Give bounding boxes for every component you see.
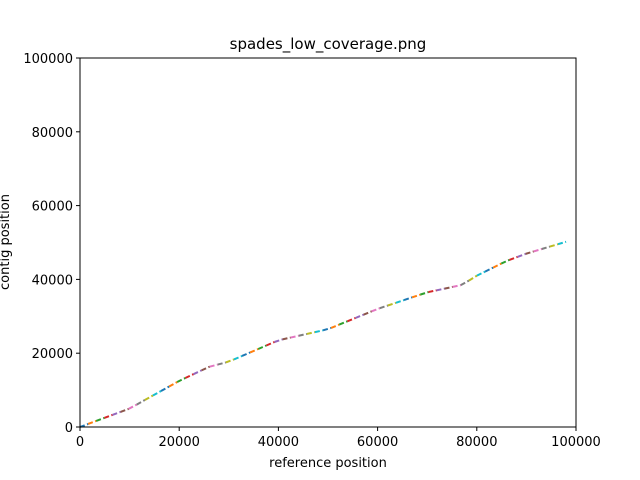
alignment-segment xyxy=(411,293,421,299)
alignment-segment xyxy=(379,304,389,310)
alignment-segment xyxy=(265,341,275,347)
alignment-segment xyxy=(444,285,453,290)
alignment-segment xyxy=(201,365,211,372)
alignment-segment xyxy=(517,252,526,258)
alignment-segment xyxy=(306,331,316,335)
alignment-segment xyxy=(346,317,356,323)
alignment-segment xyxy=(290,334,299,339)
alignment-segment xyxy=(363,310,373,316)
alignment-segment xyxy=(387,301,397,307)
alignment-segment xyxy=(79,423,89,428)
alignment-segment xyxy=(160,385,170,392)
alignment-segment xyxy=(176,377,186,383)
y-tick-label: 20000 xyxy=(32,347,73,362)
y-axis-ticks: 0 20000 40000 60000 80000 100000 xyxy=(23,52,80,436)
alignment-segment xyxy=(322,326,332,332)
alignment-segment xyxy=(241,351,251,357)
x-tick-label: 80000 xyxy=(456,435,497,450)
alignment-segment xyxy=(436,287,445,292)
alignment-segment xyxy=(509,255,518,261)
alignment-segment xyxy=(525,250,534,255)
alignment-segment xyxy=(428,289,437,294)
alignment-segment xyxy=(298,332,308,337)
x-tick-label: 40000 xyxy=(258,435,299,450)
alignment-segment xyxy=(233,355,243,361)
alignment-segment xyxy=(282,336,291,341)
y-tick-label: 60000 xyxy=(32,200,73,215)
alignment-segment xyxy=(533,248,543,253)
alignment-segment xyxy=(371,307,381,313)
chart-title: spades_low_coverage.png xyxy=(230,35,427,54)
alignment-segment xyxy=(192,369,202,376)
alignment-segment xyxy=(476,270,486,277)
alignment-segment xyxy=(209,363,218,368)
x-tick-label: 20000 xyxy=(159,435,200,450)
alignment-segment xyxy=(144,394,154,401)
alignment-segment xyxy=(460,279,470,287)
alignment-segment xyxy=(419,291,429,296)
y-tick-label: 0 xyxy=(65,421,73,436)
alignment-segment xyxy=(452,284,461,288)
alignment-segment xyxy=(87,420,97,425)
alignment-segment xyxy=(225,358,235,364)
alignment-segment xyxy=(136,399,146,406)
x-tick-label: 0 xyxy=(76,435,84,450)
alignment-segment xyxy=(557,240,567,246)
alignment-segment xyxy=(168,381,178,388)
alignment-segment xyxy=(541,245,551,250)
alignment-segment xyxy=(112,410,121,416)
alignment-segment xyxy=(500,258,510,265)
alignment-segment xyxy=(184,373,194,379)
alignment-segment xyxy=(152,390,162,397)
x-tick-label: 60000 xyxy=(357,435,398,450)
alignment-segments xyxy=(79,240,567,428)
y-tick-label: 100000 xyxy=(23,52,73,67)
alignment-segment xyxy=(395,299,405,304)
alignment-segment xyxy=(95,417,105,422)
alignment-segment xyxy=(249,348,259,354)
alignment-segment xyxy=(403,296,413,302)
x-axis-title: reference position xyxy=(269,456,387,471)
alignment-segment xyxy=(484,266,494,273)
alignment-segment xyxy=(314,329,324,334)
alignment-segment xyxy=(120,407,129,413)
plot-frame xyxy=(79,57,577,428)
x-tick-label: 100000 xyxy=(551,435,601,450)
alignment-segment xyxy=(330,323,340,329)
alignment-segment xyxy=(257,344,267,350)
x-axis-ticks: 0 20000 40000 60000 80000 100000 xyxy=(76,427,601,450)
y-tick-label: 80000 xyxy=(32,126,73,141)
alignment-segment xyxy=(103,414,113,419)
alignment-segment xyxy=(355,313,364,319)
alignment-segment xyxy=(492,262,502,269)
alignment-segment xyxy=(468,274,478,282)
y-axis-title: contig position xyxy=(0,194,13,290)
alignment-segment xyxy=(128,403,138,410)
alignment-segment xyxy=(274,338,283,343)
alignment-segment xyxy=(549,243,559,248)
y-tick-label: 40000 xyxy=(32,273,73,288)
alignment-segment xyxy=(217,361,227,366)
alignment-segment xyxy=(338,320,348,326)
